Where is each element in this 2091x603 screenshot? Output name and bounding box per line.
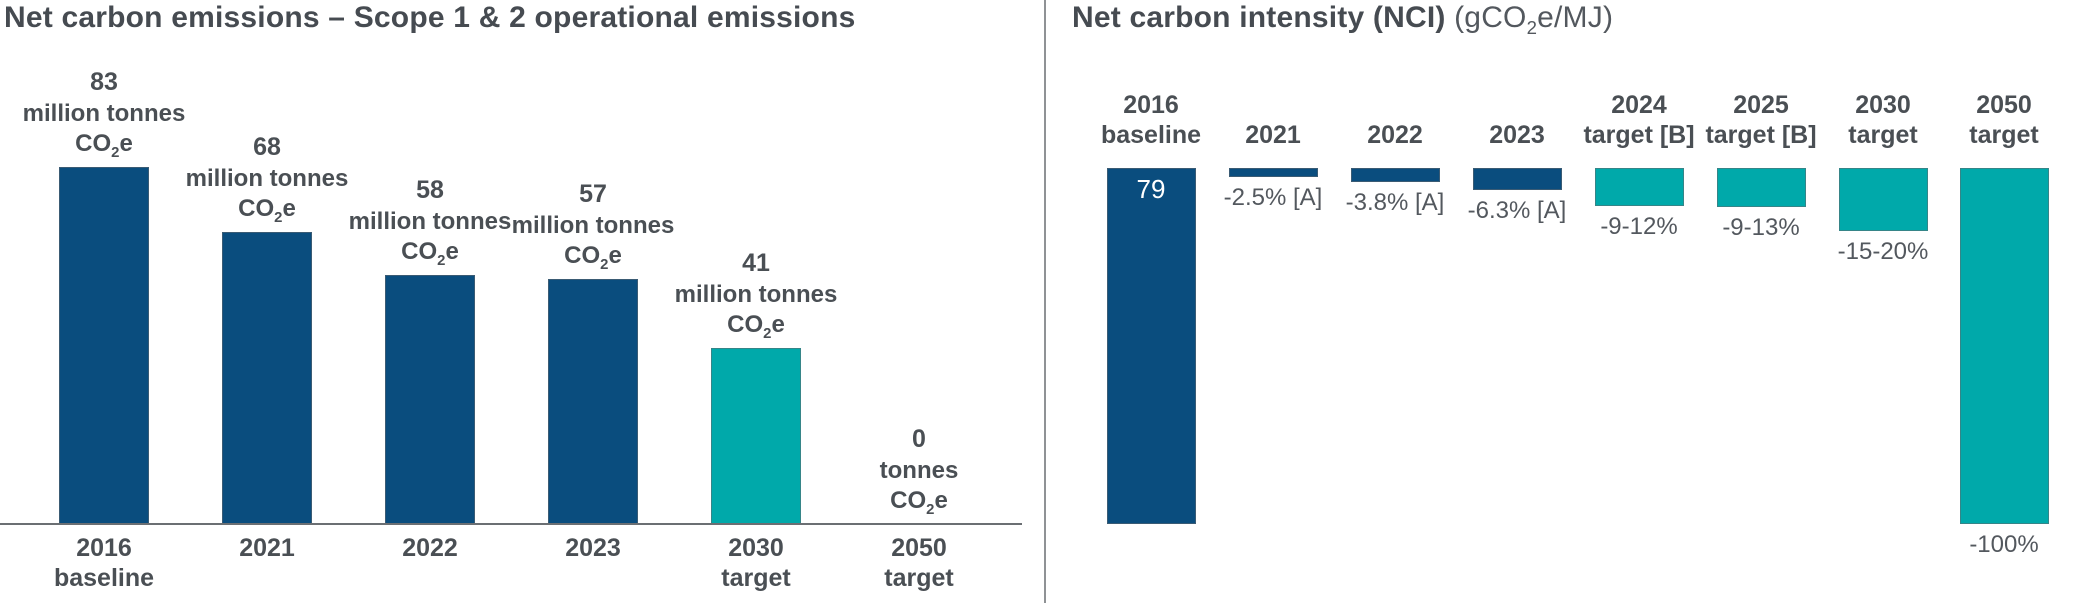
bar-percentage-label: -15-20%: [1837, 238, 1929, 265]
column-header: 2023: [1489, 121, 1545, 149]
x-axis-label: 2021: [239, 534, 295, 562]
bar: [1838, 168, 1928, 231]
bar-percentage-label: -9-12%: [1600, 213, 1678, 240]
left-chart-title: Net carbon emissions – Scope 1 & 2 opera…: [4, 1, 856, 34]
column-header: 2025 target [B]: [1705, 91, 1817, 149]
column-header: 2024 target [B]: [1583, 91, 1695, 149]
bar: [1350, 168, 1440, 182]
bar-percentage-label: -2.5% [A]: [1223, 184, 1323, 211]
right-chart-title: Net carbon intensity (NCI) (gCO2e/MJ): [1072, 1, 1614, 38]
x-axis-label: 2023: [565, 534, 621, 562]
bar: [59, 167, 149, 524]
bar: [711, 348, 801, 524]
bar: [385, 275, 475, 524]
column-header: 2016 baseline: [1100, 91, 1202, 149]
bar-value-label: 41 million tonnes CO2e: [674, 249, 838, 342]
x-axis-label: 2022: [402, 534, 458, 562]
baseline-value-label: 79: [1136, 174, 1166, 204]
bar-value-label: 83 million tonnes CO2e: [22, 68, 186, 161]
bar-percentage-label: -100%: [1969, 531, 2039, 558]
bar-percentage-label: -3.8% [A]: [1345, 189, 1445, 216]
chart-divider-line: [1044, 0, 1046, 603]
right-chart-title-unit: (gCO2e/MJ): [1445, 1, 1614, 38]
x-axis-label: 2050 target: [884, 534, 954, 592]
bar: [1959, 168, 2049, 524]
column-header: 2050 target: [1969, 91, 2039, 149]
bar: [548, 279, 638, 524]
bar-value-label: 57 million tonnes CO2e: [511, 180, 675, 273]
bar-percentage-label: -6.3% [A]: [1467, 197, 1567, 224]
column-header: 2030 target: [1848, 91, 1918, 149]
x-axis-label: 2016 baseline: [53, 534, 155, 592]
bar-value-label: 68 million tonnes CO2e: [185, 133, 349, 226]
bar-value-label: 58 million tonnes CO2e: [348, 176, 512, 269]
bar-value-label: 0 tonnes CO2e: [879, 425, 959, 518]
x-axis-label: 2030 target: [721, 534, 791, 592]
bar: [222, 232, 312, 524]
column-header: 2021: [1245, 121, 1301, 149]
column-header: 2022: [1367, 121, 1423, 149]
right-chart-title-bold: Net carbon intensity (NCI): [1072, 1, 1446, 34]
bar: [1228, 168, 1318, 177]
bar: [1472, 168, 1562, 190]
bar: [1106, 168, 1196, 524]
bar: [1594, 168, 1684, 206]
bar-percentage-label: -9-13%: [1722, 214, 1800, 241]
x-axis-line: [0, 523, 1022, 525]
bar: [1716, 168, 1806, 207]
